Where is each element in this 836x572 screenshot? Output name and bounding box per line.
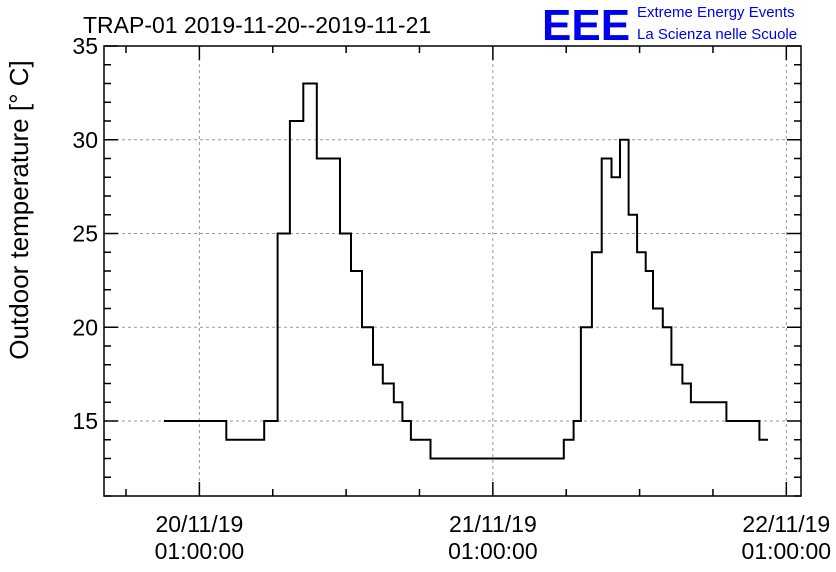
x-tick-time-label: 01:00:00 [742,538,832,564]
grid [104,46,801,496]
y-tick-label: 25 [72,221,98,247]
x-tick-labels: 20/11/1901:00:0021/11/1901:00:0022/11/19… [155,511,831,564]
x-tick-date-label: 21/11/19 [449,511,537,537]
x-tick-time-label: 01:00:00 [155,538,245,564]
chart-title: TRAP-01 2019-11-20--2019-11-21 [83,12,431,38]
x-tick-date-label: 22/11/19 [742,511,830,537]
y-tick-label: 15 [72,408,98,434]
y-tick-labels: 15 20 25 30 35 [72,33,98,434]
temperature-series-line [163,82,768,460]
x-tick-time-label: 01:00:00 [448,538,538,564]
eee-logo: EEE Extreme Energy Events La Scienza nel… [542,1,797,50]
y-tick-label: 20 [72,314,98,340]
y-tick-label: 35 [72,33,98,59]
plot-frame [103,45,802,497]
x-tick-date-label: 20/11/19 [155,511,243,537]
logo-line-1: Extreme Energy Events [637,4,795,21]
logo-line-2: La Scienza nelle Scuole [637,26,797,43]
logo-letters: EEE [542,1,630,50]
axis-ticks [104,45,801,497]
y-axis-label: Outdoor temperature [° C] [4,60,34,359]
y-tick-label: 30 [72,127,98,153]
